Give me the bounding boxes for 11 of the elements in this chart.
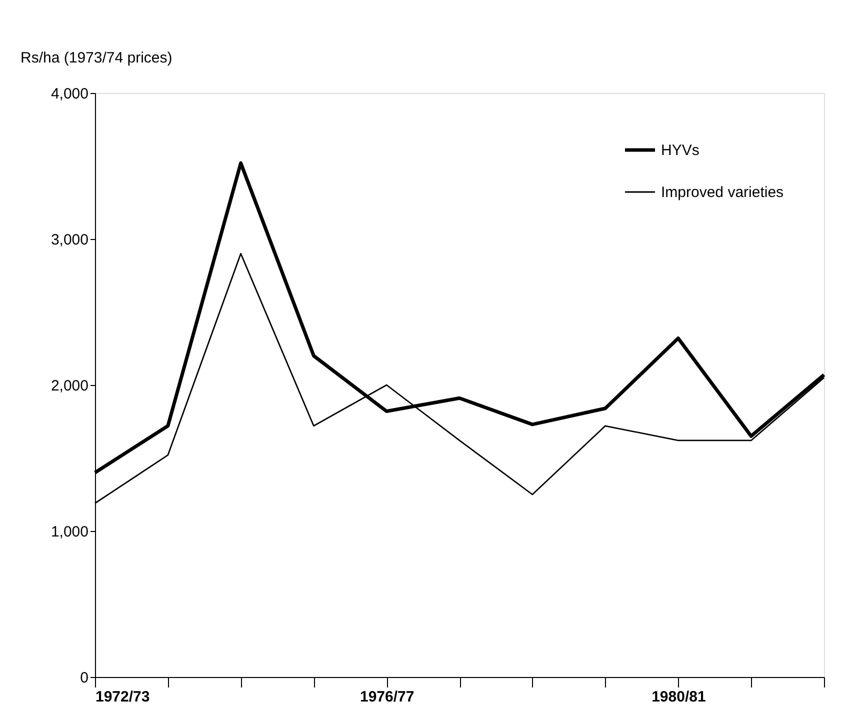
x-tick-label: 1976/77 (360, 688, 414, 706)
y-axis-title: Rs/ha (1973/74 prices) (20, 50, 172, 66)
y-tick-label: 1,000 (50, 524, 88, 540)
x-tick-label: 1972/73 (96, 688, 150, 706)
legend-label: HYVs (661, 142, 700, 159)
x-tick-label: 1980/81 (652, 688, 706, 706)
legend-label: Improved varieties (661, 184, 784, 201)
y-tick-label: 2,000 (50, 378, 88, 394)
y-tick-label: 4,000 (50, 86, 88, 102)
y-tick-label: 3,000 (50, 232, 88, 248)
y-tick-label: 0 (80, 670, 88, 686)
